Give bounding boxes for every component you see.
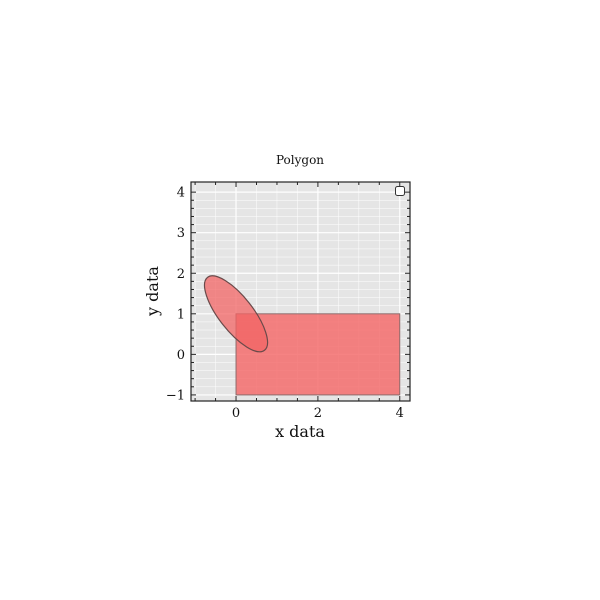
y-tick-label: 4 (177, 186, 185, 201)
x-tick-label: 0 (232, 406, 240, 421)
shapes-layer (203, 275, 401, 396)
y-tick-label: 0 (177, 348, 185, 363)
x-axis-ticks: 0 2 4 (194, 182, 404, 421)
plot-frame (190, 181, 411, 402)
y-tick-label: −1 (166, 388, 185, 403)
x-tick-label: 2 (314, 406, 322, 421)
x-tick-label: 4 (396, 406, 404, 421)
legend-box (395, 186, 405, 196)
y-tick-label: 1 (177, 307, 185, 322)
y-tick-label: 3 (177, 226, 185, 241)
chart-title: Polygon (276, 153, 324, 167)
y-axis-label: y data (143, 266, 162, 317)
y-tick-label: 2 (177, 267, 185, 282)
x-axis-label: x data (275, 422, 325, 441)
y-axis-ticks: −1 0 1 2 3 4 (166, 186, 410, 403)
ellipse-polygon (203, 275, 269, 353)
